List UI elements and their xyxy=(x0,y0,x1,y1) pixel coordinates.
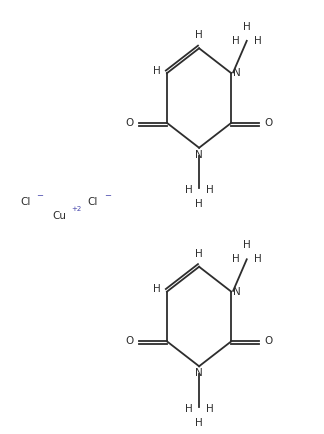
Text: −: − xyxy=(36,191,43,200)
Text: +2: +2 xyxy=(71,206,81,212)
Text: O: O xyxy=(126,118,134,128)
Text: O: O xyxy=(126,336,134,346)
Text: Cl: Cl xyxy=(20,197,30,207)
Text: N: N xyxy=(233,286,241,296)
Text: H: H xyxy=(232,254,240,264)
Text: N: N xyxy=(233,68,241,78)
Text: Cl: Cl xyxy=(88,197,98,207)
Text: H: H xyxy=(195,418,203,428)
Text: H: H xyxy=(195,30,203,40)
Text: −: − xyxy=(104,191,111,200)
Text: H: H xyxy=(243,22,251,32)
Text: O: O xyxy=(264,336,272,346)
Text: N: N xyxy=(195,149,203,160)
Text: H: H xyxy=(185,185,192,195)
Text: Cu: Cu xyxy=(52,210,66,221)
Text: H: H xyxy=(206,404,214,414)
Text: H: H xyxy=(243,240,251,250)
Text: H: H xyxy=(153,66,161,76)
Text: H: H xyxy=(254,36,261,46)
Text: N: N xyxy=(195,368,203,378)
Text: H: H xyxy=(153,284,161,294)
Text: H: H xyxy=(254,254,261,264)
Text: O: O xyxy=(264,118,272,128)
Text: H: H xyxy=(206,185,214,195)
Text: H: H xyxy=(232,36,240,46)
Text: H: H xyxy=(195,249,203,259)
Text: H: H xyxy=(185,404,192,414)
Text: H: H xyxy=(195,200,203,210)
